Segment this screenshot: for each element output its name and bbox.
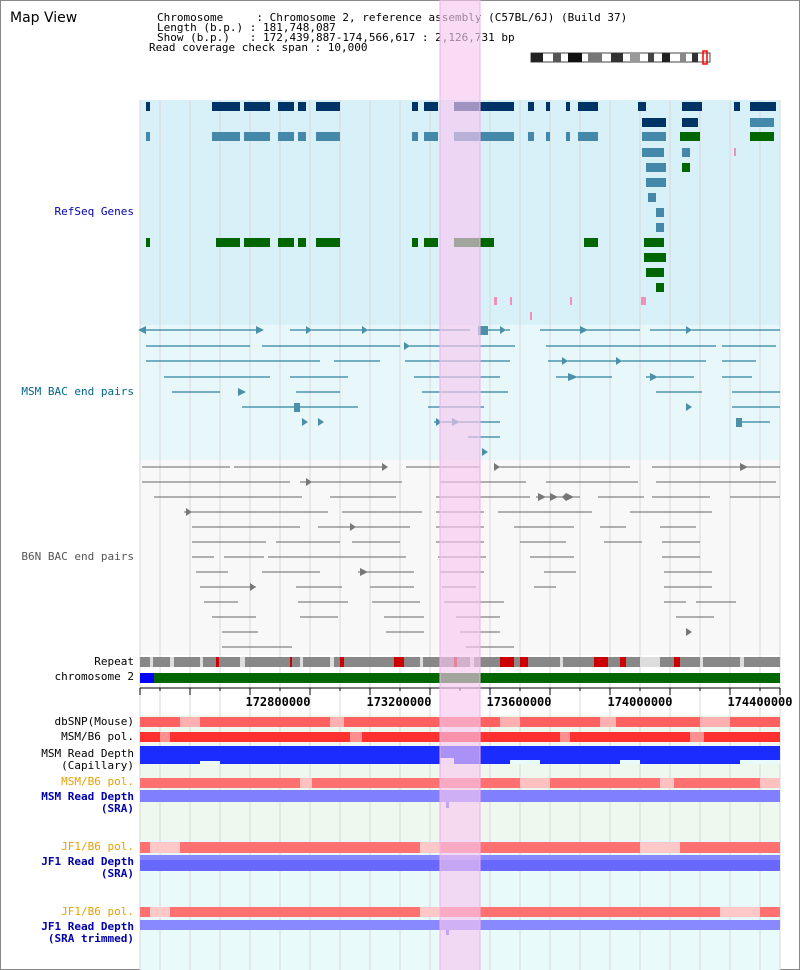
track-label-jf1-b6-pol-2: JF1/B6 pol. [61,905,134,918]
track-label-msm-bac: MSM BAC end pairs [21,385,134,398]
track-label-msm-b6-pol-2: MSM/B6 pol. [61,775,134,788]
track-label-jf1-b6-pol-1: JF1/B6 pol. [61,840,134,853]
highlight-region [440,0,480,970]
refseq-genes[interactable] [146,102,776,320]
track-label-dbsnp: dbSNP(Mouse) [54,715,134,728]
track-label-msm-read-depth-capillary-sub: (Capillary) [61,759,134,772]
info-length: Length (b.p.) : 181,748,087 [157,21,336,34]
track-label-repeat: Repeat [94,655,134,668]
axis-tick-label: 174400000 [727,695,792,709]
axis-tick-label: 173600000 [486,695,551,709]
axis-tick-label: 174000000 [607,695,672,709]
track-label-chromosome: chromosome 2 [54,670,134,683]
chromosome-ideogram[interactable] [530,50,711,65]
view-title: Map View [10,10,78,26]
b6n-bac-end-pairs[interactable] [142,463,780,648]
track-label-b6n-bac: B6N BAC end pairs [21,550,134,563]
track-label-msm-b6-pol-1: MSM/B6 pol. [61,730,134,743]
axis-tick-label: 172800000 [245,695,310,709]
track-label-msm-read-depth-sra: MSM Read Depth [41,790,134,803]
track-label-msm-read-depth-sra-sub: (SRA) [100,802,134,815]
axis-tick-label: 173200000 [366,695,431,709]
track-label-msm-read-depth-capillary: MSM Read Depth [41,747,134,760]
track-label-jf1-read-depth-trimmed-sub: (SRA trimmed) [47,932,134,945]
info-coverage-span: Read coverage check span : 10,000 [149,41,368,54]
track-label-jf1-read-depth-trimmed: JF1 Read Depth [41,920,134,933]
track-label-jf1-read-depth-sra: JF1 Read Depth [41,855,134,868]
track-label-jf1-read-depth-sra-sub: (SRA) [100,867,134,880]
track-label-refseq: RefSeq Genes [54,205,134,218]
